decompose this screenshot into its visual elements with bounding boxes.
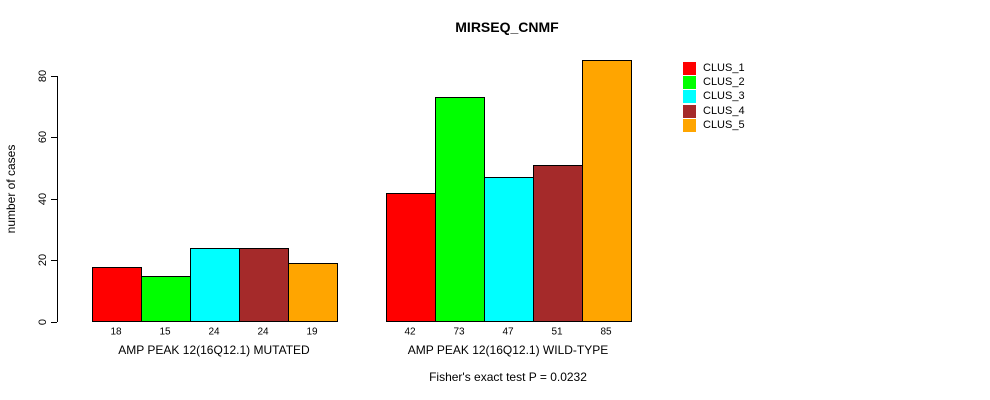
x-axis-group-label: AMP PEAK 12(16Q12.1) MUTATED bbox=[118, 343, 310, 357]
legend-label: CLUS_3 bbox=[703, 90, 745, 103]
bar-clus_4-group1 bbox=[239, 248, 289, 322]
y-axis-tick-label: 80 bbox=[37, 69, 49, 83]
y-axis-tick bbox=[51, 76, 57, 77]
y-axis-tick bbox=[51, 199, 57, 200]
y-axis-tick-label: 60 bbox=[37, 130, 49, 144]
bar-clus_1-group1 bbox=[92, 267, 142, 322]
bar-clus_3-group1 bbox=[190, 248, 240, 322]
legend-label: CLUS_2 bbox=[703, 76, 745, 89]
y-axis-tick bbox=[51, 322, 57, 323]
legend-label: CLUS_1 bbox=[703, 61, 745, 74]
legend: CLUS_1 CLUS_2 CLUS_3 CLUS_4 CLUS_5 bbox=[683, 61, 745, 133]
legend-item-clus_3: CLUS_3 bbox=[683, 90, 745, 104]
legend-swatch-icon bbox=[683, 61, 696, 75]
legend-item-clus_5: CLUS_5 bbox=[683, 119, 745, 133]
annotation-text: Fisher's exact test P = 0.0232 bbox=[429, 370, 587, 384]
bar-value-label: 42 bbox=[404, 326, 416, 338]
chart-title: MIRSEQ_CNMF bbox=[455, 19, 559, 35]
legend-label: CLUS_4 bbox=[703, 104, 745, 117]
bar-value-label: 51 bbox=[551, 326, 563, 338]
bar-clus_5-group1 bbox=[288, 263, 338, 322]
bar-clus_1-group2 bbox=[386, 193, 436, 322]
bar-value-label: 47 bbox=[502, 326, 514, 338]
legend-item-clus_2: CLUS_2 bbox=[683, 75, 745, 90]
bar-value-label: 24 bbox=[257, 326, 269, 338]
legend-swatch-icon bbox=[683, 76, 696, 90]
bar-clus_4-group2 bbox=[533, 165, 583, 322]
bar-value-label: 15 bbox=[159, 326, 171, 338]
bar-value-label: 18 bbox=[110, 326, 122, 338]
legend-swatch-icon bbox=[683, 104, 696, 118]
y-axis-line bbox=[57, 76, 58, 322]
legend-label: CLUS_5 bbox=[703, 119, 745, 132]
y-axis-tick bbox=[51, 260, 57, 261]
bar-clus_2-group2 bbox=[435, 97, 485, 322]
bar-value-label: 85 bbox=[600, 326, 612, 338]
bar-value-label: 24 bbox=[208, 326, 220, 338]
bar-clus_2-group1 bbox=[141, 276, 191, 322]
y-axis-label: number of cases bbox=[4, 144, 18, 234]
y-axis-tick-label: 40 bbox=[37, 192, 49, 206]
bar-clus_3-group2 bbox=[484, 177, 534, 322]
legend-item-clus_1: CLUS_1 bbox=[683, 61, 745, 75]
x-axis-group-label: AMP PEAK 12(16Q12.1) WILD-TYPE bbox=[407, 343, 609, 357]
y-axis-tick bbox=[51, 137, 57, 138]
bar-value-label: 73 bbox=[453, 326, 465, 338]
bar-clus_5-group2 bbox=[582, 60, 632, 322]
legend-swatch-icon bbox=[683, 90, 696, 104]
legend-swatch-icon bbox=[683, 119, 696, 133]
y-axis-tick-label: 0 bbox=[37, 318, 49, 326]
y-axis-tick-label: 20 bbox=[37, 253, 49, 267]
bar-value-label: 19 bbox=[306, 326, 318, 338]
legend-item-clus_4: CLUS_4 bbox=[683, 104, 745, 118]
